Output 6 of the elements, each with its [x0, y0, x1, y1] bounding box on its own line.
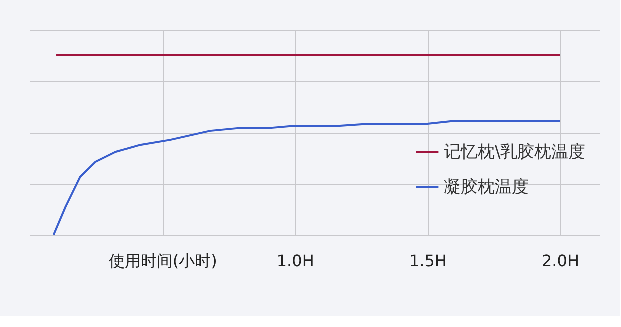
- x-tick-label: 使用时间(小时): [108, 252, 218, 270]
- legend-label: 记忆枕\乳胶枕温度: [444, 142, 586, 162]
- legend-label: 凝胶枕温度: [444, 178, 529, 198]
- x-tick-label: 1.5H: [409, 252, 447, 270]
- x-tick-label: 1.0H: [276, 252, 314, 270]
- x-tick-label: 2.0H: [542, 252, 580, 270]
